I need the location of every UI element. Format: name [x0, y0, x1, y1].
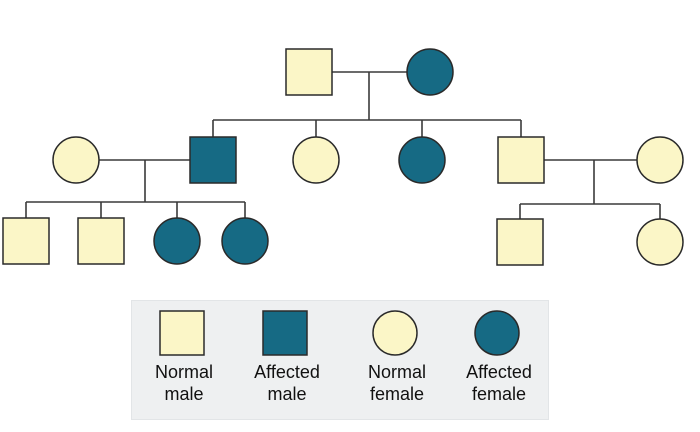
affected-female-symbol [474, 310, 520, 356]
affected-female-symbol [406, 48, 454, 96]
normal-female-symbol [372, 310, 418, 356]
pedigree-chart [2, 48, 684, 266]
affected-male-symbol [262, 310, 308, 356]
legend-label-normal-male: Normal male [154, 362, 213, 404]
affected-female-symbol [398, 136, 446, 184]
legend-label-normal-female: Normal female [367, 362, 426, 404]
normal-male-symbol [159, 310, 205, 356]
normal-male-symbol [496, 218, 544, 266]
affected-female-symbol [474, 310, 520, 356]
normal-female-symbol [372, 310, 418, 356]
normal-male-symbol [497, 136, 545, 184]
legend-item-normal-female: Normal female [345, 301, 449, 421]
legend-item-normal-male: Normal male [132, 301, 236, 421]
normal-female-symbol [636, 136, 684, 184]
normal-female-symbol [292, 136, 340, 184]
affected-female-symbol [153, 217, 201, 265]
legend-item-affected-female: Affected female [447, 301, 551, 421]
normal-male-symbol [285, 48, 333, 96]
legend-label-affected-male: Affected male [254, 362, 320, 404]
affected-male-symbol [262, 310, 308, 356]
normal-male-symbol [159, 310, 205, 356]
legend-label-affected-female: Affected female [466, 362, 532, 404]
pedigree-lines [25, 71, 661, 219]
normal-female-symbol [636, 218, 684, 266]
affected-female-symbol [221, 217, 269, 265]
pedigree-symbols [2, 48, 684, 266]
legend: Normal male Affected male Normal female … [131, 300, 549, 420]
normal-male-symbol [2, 217, 50, 265]
legend-item-affected-male: Affected male [235, 301, 339, 421]
normal-male-symbol [77, 217, 125, 265]
affected-male-symbol [189, 136, 237, 184]
normal-female-symbol [52, 136, 100, 184]
